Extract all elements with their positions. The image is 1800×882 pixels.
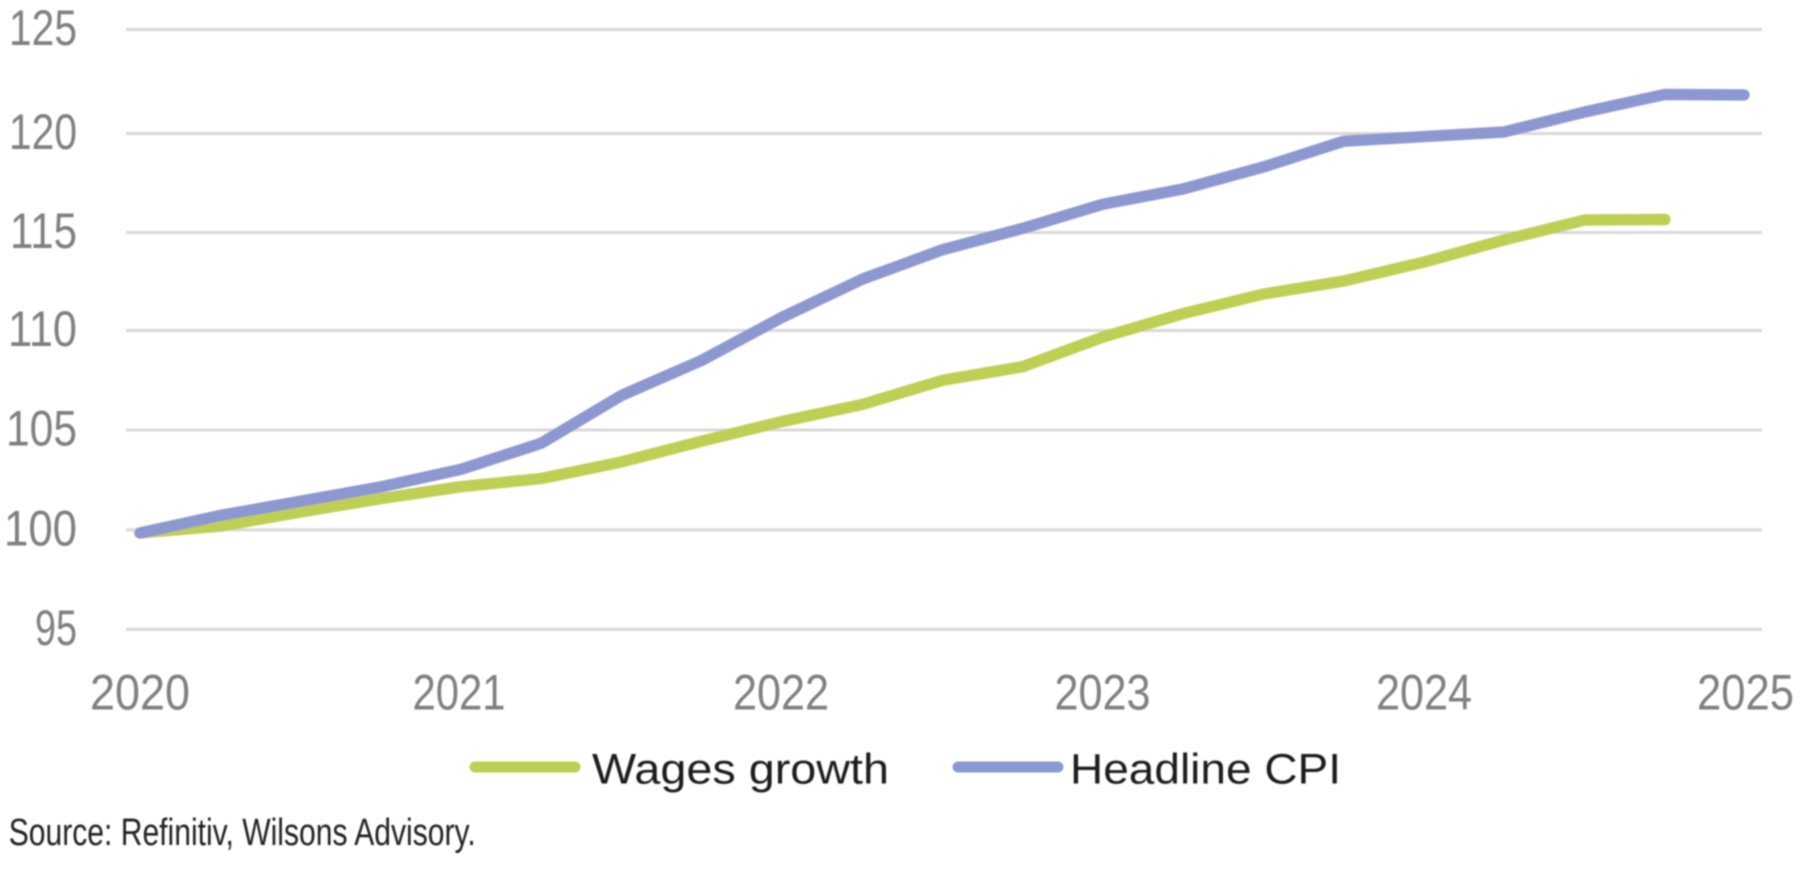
svg-text:2023: 2023 — [1055, 665, 1151, 721]
svg-text:125: 125 — [9, 0, 77, 56]
svg-text:2020: 2020 — [90, 665, 190, 721]
svg-text:110: 110 — [8, 301, 77, 357]
svg-text:2021: 2021 — [413, 665, 506, 721]
svg-text:2022: 2022 — [733, 665, 829, 721]
svg-text:95: 95 — [35, 600, 77, 656]
svg-text:2025: 2025 — [1697, 665, 1794, 721]
svg-text:120: 120 — [9, 104, 77, 160]
svg-text:105: 105 — [6, 401, 77, 457]
svg-text:115: 115 — [10, 203, 77, 259]
svg-text:Source: Refinitiv, Wilsons Adv: Source: Refinitiv, Wilsons Advisory. — [9, 812, 476, 854]
svg-text:2024: 2024 — [1376, 665, 1472, 721]
svg-text:Headline CPI: Headline CPI — [1070, 746, 1341, 794]
svg-text:100: 100 — [4, 500, 77, 556]
svg-text:Wages growth: Wages growth — [592, 746, 889, 794]
